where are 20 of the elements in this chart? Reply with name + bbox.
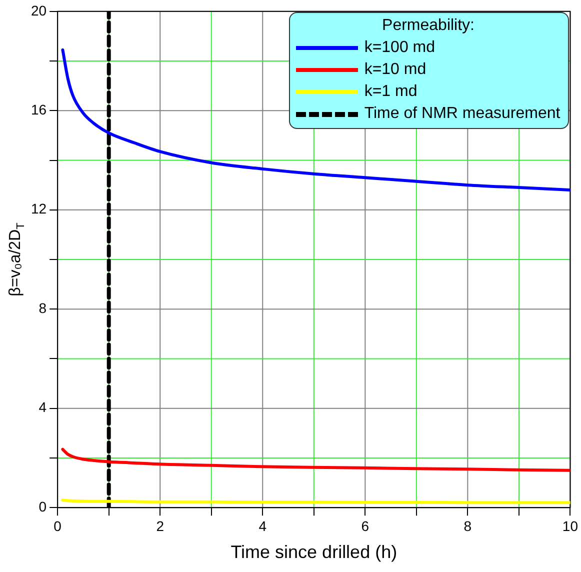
legend-label: k=100 md — [364, 38, 436, 58]
y-tick-label: 20 — [30, 2, 47, 18]
x-tick-label: 4 — [258, 518, 267, 534]
y-tick-label: 0 — [38, 498, 47, 514]
x-tick-label: 6 — [361, 518, 370, 534]
x-tick-label: 0 — [54, 518, 62, 534]
legend-label: k=10 md — [364, 60, 426, 80]
line-series — [61, 448, 570, 472]
legend-label: Time of NMR measurement — [364, 104, 560, 124]
y-axis-title: β=v₀a/2DT — [7, 222, 27, 296]
legend-label: k=1 md — [364, 82, 418, 102]
y-tick-label: 16 — [30, 102, 47, 118]
x-tick-label: 2 — [156, 518, 164, 534]
x-tick-label: 8 — [464, 518, 472, 534]
x-tick-label: 10 — [562, 518, 578, 534]
y-tick-label: 12 — [30, 200, 47, 217]
y-tick-label: 8 — [38, 300, 47, 316]
legend-title: Permeability: — [381, 16, 476, 36]
y-tick-label: 4 — [38, 399, 47, 416]
x-axis-title: Time since drilled (h) — [230, 542, 398, 562]
